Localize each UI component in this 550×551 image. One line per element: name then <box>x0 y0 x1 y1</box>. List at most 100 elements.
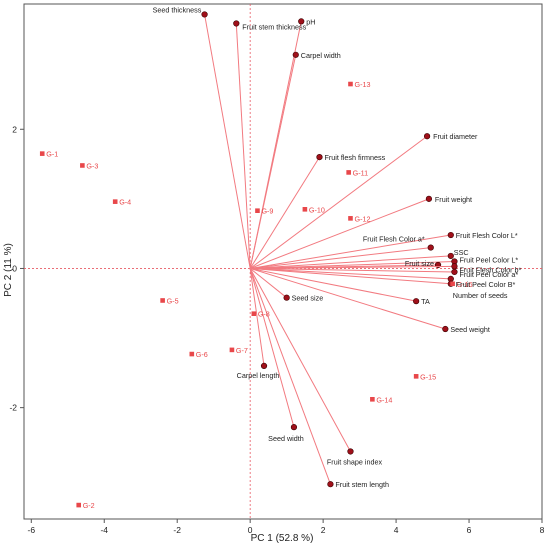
loading-vector-point <box>451 263 458 270</box>
variable-label: Carpel length <box>237 371 280 380</box>
variable-label: Fruit flesh firmness <box>324 153 385 162</box>
loading-vector-point <box>233 20 240 27</box>
x-tick-label: 6 <box>467 525 472 535</box>
observation-marker <box>229 347 235 353</box>
x-tick-label: 2 <box>321 525 326 535</box>
variable-label: TA <box>421 297 430 306</box>
loading-vector <box>204 14 251 269</box>
y-tick-label: -2 <box>9 403 17 413</box>
observation-marker <box>450 281 455 287</box>
observation-marker <box>251 311 257 316</box>
observation-marker <box>112 199 118 204</box>
variable-label: Fruit size <box>405 259 434 268</box>
observation-label: G-13 <box>354 80 370 89</box>
observation-label: G-1 <box>46 150 58 159</box>
loading-vector-point <box>413 298 420 305</box>
loading-vector <box>250 267 417 302</box>
observation-marker <box>348 81 353 87</box>
observation-marker <box>255 208 260 213</box>
loading-vector <box>249 268 331 485</box>
variable-label: Fruit Peel Color a* <box>459 270 518 279</box>
variable-label: Fruit Peel Color L* <box>459 256 518 265</box>
variable-label: Carpel width <box>301 51 341 60</box>
loading-vector <box>249 54 297 269</box>
observation-label: G-11 <box>353 168 368 177</box>
observation-label: G-3 <box>86 161 98 170</box>
observation-label: G-15 <box>420 372 436 381</box>
observation-label: G-7 <box>236 346 248 355</box>
variable-label: Fruit Peel Color B* <box>456 280 516 289</box>
variable-label: SSC <box>454 248 469 257</box>
observation-label: G-4 <box>119 198 131 207</box>
observation-marker <box>413 374 419 379</box>
variable-label: Fruit stem thickness <box>242 22 306 31</box>
observation-marker <box>160 298 165 303</box>
loading-vectors <box>201 11 458 488</box>
loading-vector-point <box>290 424 298 431</box>
loading-vector-point <box>427 244 434 251</box>
observation-label: G-2 <box>83 501 95 510</box>
loading-vector <box>250 261 455 269</box>
loading-vector <box>249 135 428 269</box>
x-tick-label: 8 <box>540 525 545 535</box>
observation-marker <box>80 163 85 168</box>
variable-label: Fruit stem length <box>335 480 389 489</box>
loading-vector <box>250 267 451 280</box>
y-tick-label: 0 <box>12 263 17 273</box>
plot-border <box>23 3 543 520</box>
x-tick-label: -4 <box>100 525 108 535</box>
variable-label: Seed size <box>292 294 324 303</box>
loading-vector <box>249 268 265 366</box>
loading-vector-point <box>283 294 290 301</box>
loading-vector <box>250 247 431 269</box>
loading-vector <box>250 255 451 269</box>
plot-frame <box>23 3 543 520</box>
loading-vector <box>249 268 351 452</box>
observation-marker <box>76 502 82 508</box>
observation-label: G-14 <box>376 395 392 404</box>
observation-marker <box>302 207 308 212</box>
variable-label: Number of seeds <box>453 291 508 300</box>
variable-label: Fruit diameter <box>433 132 478 141</box>
observation-label: G-16 <box>457 280 473 289</box>
observation-points: G-1 G-2 G-3 G-4 G-5 G-6 G-7 G-8 G-9 G-10 G-11 G-12 G… <box>39 80 473 510</box>
x-axis-label: PC 1 (52.8 %) <box>251 533 314 544</box>
loading-vector <box>249 268 295 428</box>
loading-vector <box>249 268 287 299</box>
observation-marker <box>189 351 195 357</box>
variable-label: Fruit Flesh Color L* <box>456 231 518 240</box>
x-tick-label: 4 <box>394 525 399 535</box>
loading-vector-point <box>447 231 454 239</box>
loading-vector-point <box>423 133 431 140</box>
x-tick-label: -2 <box>173 525 181 535</box>
y-axis-label: PC 2 (11 %) <box>3 243 14 297</box>
loading-vector-point <box>201 11 208 18</box>
variable-label: Seed thickness <box>153 5 202 14</box>
loading-vector <box>250 267 446 330</box>
x-tick-label: 0 <box>248 525 253 535</box>
variable-label: pH <box>306 17 315 26</box>
loading-vector <box>250 267 451 285</box>
variable-label: Fruit weight <box>435 195 472 204</box>
observation-label: G-5 <box>167 296 179 305</box>
variable-label: Fruit Flesh Color a* <box>363 235 425 244</box>
observation-marker <box>348 216 353 221</box>
loading-vector <box>250 265 455 269</box>
observation-label: G-10 <box>309 205 325 214</box>
loading-vector-point <box>442 325 449 333</box>
x-tick-label: -6 <box>28 525 36 535</box>
loading-vector <box>249 156 320 269</box>
loading-vector-point <box>292 51 299 58</box>
observation-label: G-8 <box>258 310 270 319</box>
observation-marker <box>370 396 375 402</box>
loading-vector-point <box>425 195 433 202</box>
observation-label: G-6 <box>196 350 208 359</box>
variable-label: Seed width <box>268 434 304 443</box>
variable-label: Fruit Flesh Color b* <box>459 265 521 274</box>
loading-vector-point <box>316 154 323 161</box>
loading-vector-point <box>298 18 305 25</box>
axis-ticks: -6 -4 -2 0 2 4 6 8 -2 0 2 <box>9 124 544 535</box>
loading-vector <box>235 23 251 269</box>
loading-vector <box>250 267 455 273</box>
